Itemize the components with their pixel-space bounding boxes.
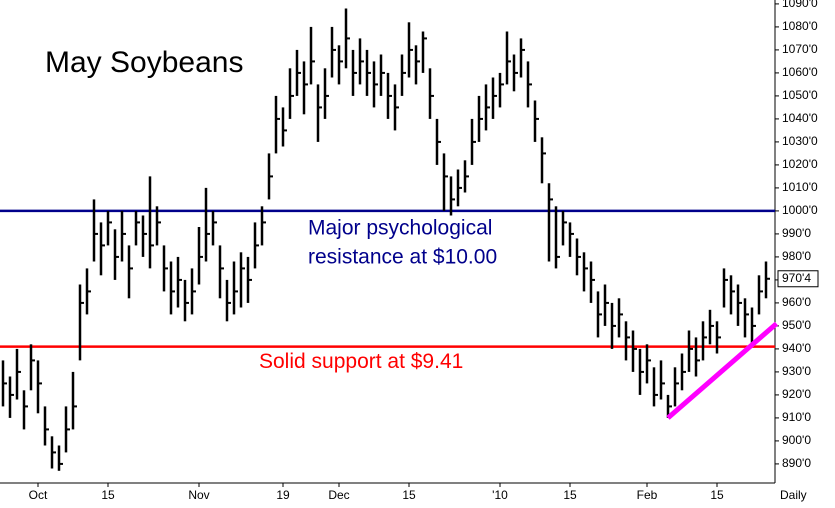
y-tick-label: 1010'0	[782, 180, 818, 194]
x-tick-label: Dec	[328, 488, 349, 502]
y-tick-label: 940'0	[782, 341, 811, 355]
last-price-box	[777, 270, 819, 288]
y-tick-label: 960'0	[782, 295, 811, 309]
y-tick-label: 1040'0	[782, 111, 818, 125]
resistance-label: Major psychological	[308, 216, 492, 239]
x-tick-label: 15	[710, 488, 724, 502]
last-price-label: 970'4	[782, 271, 811, 285]
y-tick-label: 1090'0	[782, 0, 818, 10]
y-tick-label: 990'0	[782, 226, 811, 240]
y-tick-label: 910'0	[782, 410, 811, 424]
resistance-label: resistance at $10.00	[308, 245, 497, 268]
y-tick-label: 980'0	[782, 249, 811, 263]
x-tick-label: Nov	[188, 488, 209, 502]
x-tick-label: 19	[276, 488, 290, 502]
y-tick-label: 1050'0	[782, 88, 818, 102]
y-tick-label: 920'0	[782, 387, 811, 401]
trendline	[666, 321, 779, 420]
y-tick-label: 1030'0	[782, 134, 818, 148]
y-tick-label: 930'0	[782, 364, 811, 378]
y-tick-label: 950'0	[782, 318, 811, 332]
y-tick-label: 1080'0	[782, 19, 818, 33]
y-tick-label: 890'0	[782, 456, 811, 470]
x-tick-label: 15	[563, 488, 577, 502]
chart-title: May Soybeans	[45, 46, 243, 79]
y-tick-label: 1000'0	[782, 203, 818, 217]
x-axis-label: Daily	[780, 488, 807, 502]
y-tick-label: 900'0	[782, 433, 811, 447]
x-tick-label: '10	[492, 488, 508, 502]
y-tick-label: 1060'0	[782, 65, 818, 79]
support-label: Solid support at $9.41	[259, 350, 463, 373]
y-tick-label: 1070'0	[782, 42, 818, 56]
y-tick-label: 1020'0	[782, 157, 818, 171]
x-tick-label: 15	[101, 488, 115, 502]
x-tick-label: Oct	[29, 488, 48, 502]
x-tick-label: Feb	[637, 488, 658, 502]
x-tick-label: 15	[402, 488, 416, 502]
